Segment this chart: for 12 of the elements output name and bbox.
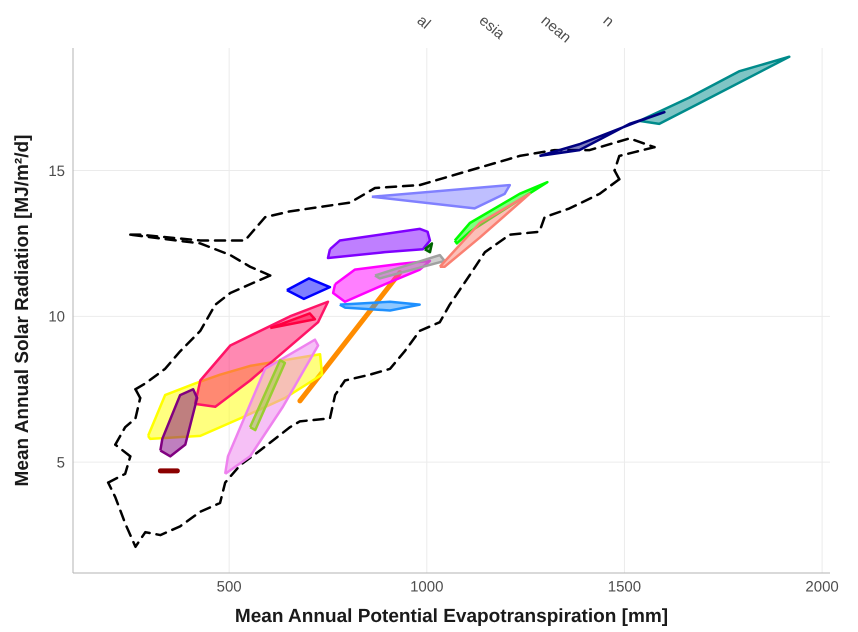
x-axis-title: Mean Annual Potential Evapotranspiration [mm] bbox=[234, 606, 668, 627]
x-tick-label: 1500 bbox=[608, 578, 642, 596]
y-axis-title: Mean Annual Solar Radiation [MJ/m²/d] bbox=[12, 134, 33, 486]
y-tick-label: 10 bbox=[48, 308, 65, 326]
x-tick-label: 1000 bbox=[410, 578, 444, 596]
text: n bbox=[600, 12, 618, 30]
y-tick-label: 15 bbox=[48, 162, 65, 180]
text: esia bbox=[476, 12, 508, 44]
text: al bbox=[414, 12, 434, 33]
x-tick-label: 500 bbox=[216, 578, 242, 596]
y-tick-label: 5 bbox=[56, 454, 65, 472]
x-tick-label: 2000 bbox=[805, 578, 839, 596]
